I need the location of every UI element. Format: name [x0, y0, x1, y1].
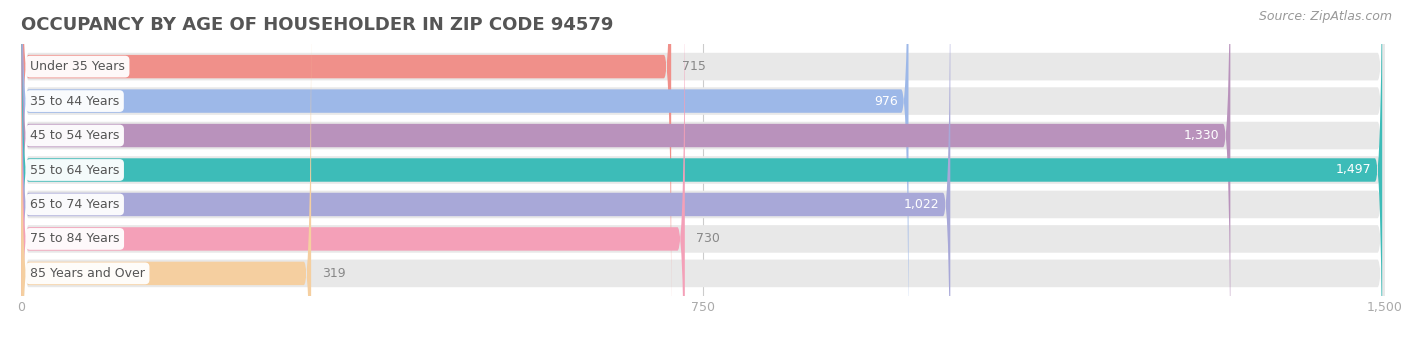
Text: 85 Years and Over: 85 Years and Over	[30, 267, 145, 280]
Text: 730: 730	[696, 233, 720, 245]
FancyBboxPatch shape	[21, 0, 1385, 328]
Text: 1,022: 1,022	[904, 198, 939, 211]
Text: 65 to 74 Years: 65 to 74 Years	[30, 198, 120, 211]
Text: Under 35 Years: Under 35 Years	[30, 60, 125, 73]
FancyBboxPatch shape	[21, 0, 1382, 340]
Text: 35 to 44 Years: 35 to 44 Years	[30, 95, 120, 107]
Text: 976: 976	[873, 95, 897, 107]
Text: 45 to 54 Years: 45 to 54 Years	[30, 129, 120, 142]
FancyBboxPatch shape	[21, 0, 950, 340]
FancyBboxPatch shape	[21, 0, 908, 340]
Text: OCCUPANCY BY AGE OF HOUSEHOLDER IN ZIP CODE 94579: OCCUPANCY BY AGE OF HOUSEHOLDER IN ZIP C…	[21, 16, 613, 34]
Text: 55 to 64 Years: 55 to 64 Years	[30, 164, 120, 176]
Text: Source: ZipAtlas.com: Source: ZipAtlas.com	[1258, 10, 1392, 23]
Text: 715: 715	[682, 60, 706, 73]
FancyBboxPatch shape	[21, 0, 671, 330]
Text: 319: 319	[322, 267, 346, 280]
FancyBboxPatch shape	[21, 0, 1385, 340]
FancyBboxPatch shape	[21, 0, 1385, 340]
FancyBboxPatch shape	[21, 0, 1385, 340]
FancyBboxPatch shape	[21, 0, 1230, 340]
FancyBboxPatch shape	[21, 0, 1385, 340]
Text: 1,497: 1,497	[1336, 164, 1371, 176]
Text: 1,330: 1,330	[1184, 129, 1219, 142]
FancyBboxPatch shape	[21, 0, 685, 340]
Text: 75 to 84 Years: 75 to 84 Years	[30, 233, 120, 245]
FancyBboxPatch shape	[21, 12, 1385, 340]
FancyBboxPatch shape	[21, 0, 1385, 340]
FancyBboxPatch shape	[21, 10, 311, 340]
